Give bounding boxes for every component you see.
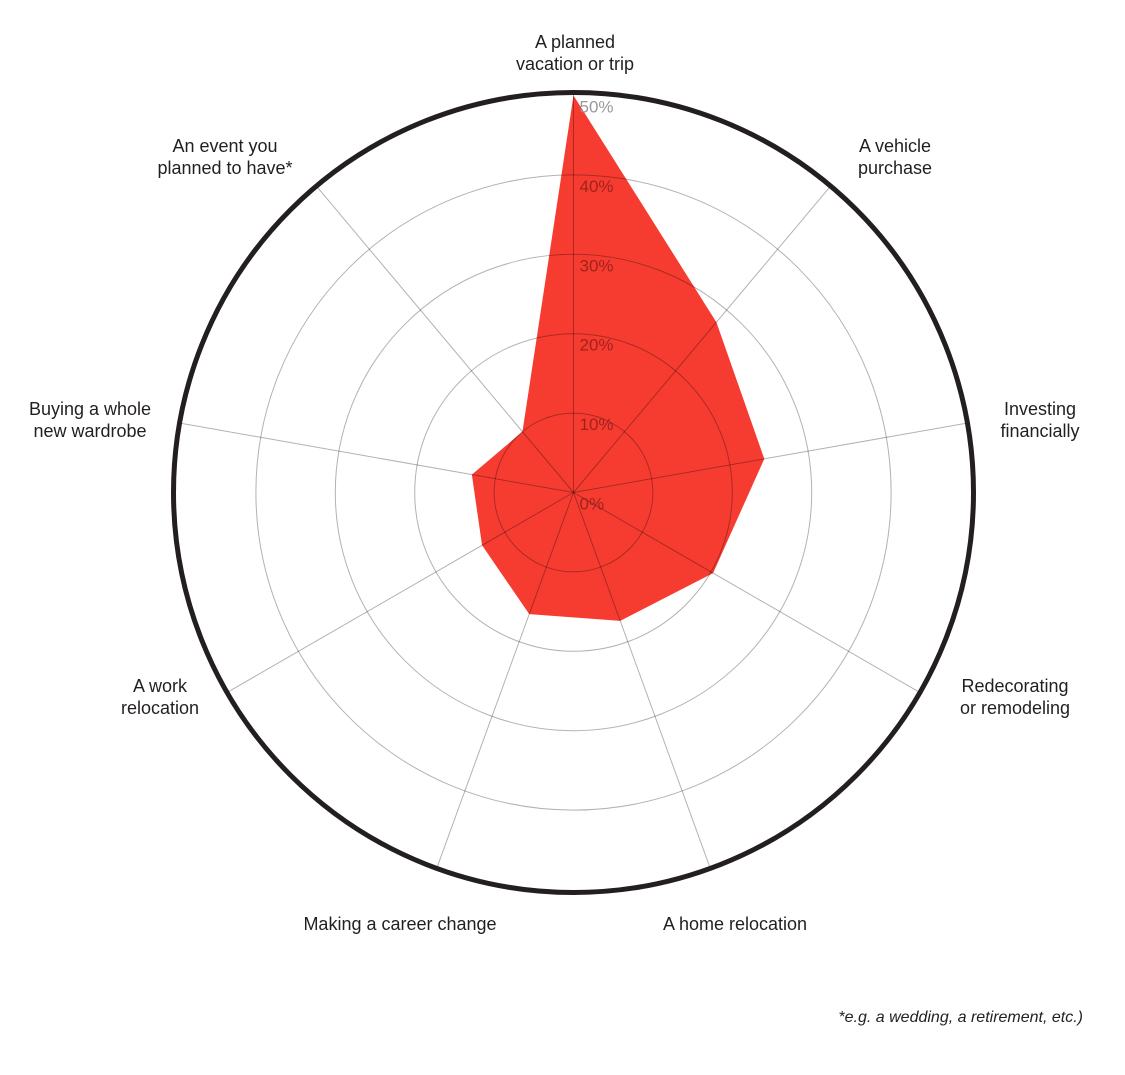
r-tick-label: 20% bbox=[580, 336, 614, 355]
grid-ring bbox=[493, 412, 654, 573]
grid-spoke bbox=[435, 492, 574, 870]
axis-label-home-relocation: A home relocation bbox=[662, 914, 808, 934]
r-tick-label: 30% bbox=[580, 256, 614, 275]
grid-ring bbox=[255, 174, 892, 811]
grid-spoke bbox=[573, 185, 832, 493]
axis-label-investing: Investing financially bbox=[1000, 399, 1080, 441]
r-tick-label: 0% bbox=[580, 495, 605, 514]
grid-spoke bbox=[178, 422, 574, 493]
grid-ring bbox=[414, 333, 733, 652]
outer-ring bbox=[171, 90, 976, 895]
axis-label-career-change: Making a career change bbox=[303, 914, 497, 934]
r-tick-label: 10% bbox=[580, 415, 614, 434]
axis-label-vehicle: A vehicle purchase bbox=[857, 136, 933, 178]
grid-spoke bbox=[315, 185, 574, 493]
r-tick-label: 40% bbox=[580, 177, 614, 196]
grid-spoke bbox=[573, 492, 712, 870]
grid-spoke bbox=[573, 492, 922, 694]
grid-spoke bbox=[225, 492, 574, 694]
grid-ring bbox=[334, 253, 813, 732]
grid-spoke bbox=[573, 422, 969, 493]
axis-label-wardrobe: Buying a whole new wardrobe bbox=[28, 399, 152, 441]
axis-label-redecorating: Redecorating or remodeling bbox=[959, 676, 1071, 718]
axis-label-vacation: A planned vacation or trip bbox=[515, 32, 635, 74]
r-tick-label: 50% bbox=[580, 98, 614, 117]
axis-label-event: An event you planned to have* bbox=[157, 136, 293, 178]
footnote: *e.g. a wedding, a retirement, etc.) bbox=[838, 1009, 1083, 1026]
data-series-polygon bbox=[471, 95, 765, 621]
axis-label-work-relocation: A work relocation bbox=[120, 676, 200, 718]
